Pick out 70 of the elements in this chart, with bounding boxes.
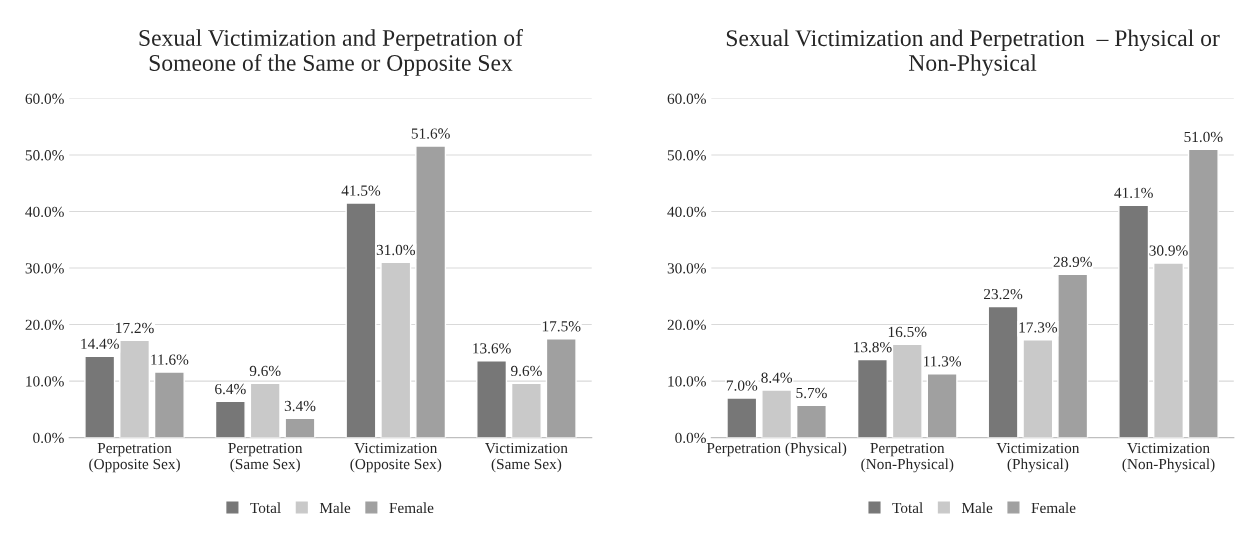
data-label: 17.3% xyxy=(1019,322,1058,333)
data-label: 13.6% xyxy=(473,343,511,354)
x-tick-label: Perpetration (Same Sex) xyxy=(228,442,303,473)
bar xyxy=(84,355,116,438)
x-tick-label: Victimization (Same Sex) xyxy=(485,442,568,473)
x-tick-label: Perpetration (Physical) xyxy=(706,442,847,457)
y-tick-label: 20.0% xyxy=(667,319,706,331)
data-label: 51.6% xyxy=(411,128,450,139)
data-label: 9.6% xyxy=(511,365,542,377)
bar xyxy=(926,373,958,438)
x-tick-label: Victimization (Non-Physical) xyxy=(1122,442,1215,473)
legend-label: Male xyxy=(319,502,351,514)
data-label: 41.1% xyxy=(1114,187,1153,199)
y-tick-label: 10.0% xyxy=(26,376,64,387)
data-label: 9.6% xyxy=(249,365,281,377)
y-tick-label: 0.0% xyxy=(33,432,64,444)
bar xyxy=(726,397,758,438)
data-label: 31.0% xyxy=(376,244,416,256)
chart-title: Sexual Victimization and Perpetration of Someone of the Same or Opposite Sex xyxy=(139,29,523,76)
bar xyxy=(510,382,542,438)
x-tick-label: Victimization (Opposite Sex) xyxy=(350,442,442,473)
y-tick-label: 60.0% xyxy=(25,93,64,104)
legend-label: Total xyxy=(250,502,281,514)
legend-label: Total xyxy=(892,502,923,514)
data-label: 51.0% xyxy=(1184,131,1223,143)
data-label: 5.7% xyxy=(796,387,827,399)
data-label: 7.0% xyxy=(726,380,758,391)
bar xyxy=(795,404,827,438)
x-tick-label: Perpetration (Opposite Sex) xyxy=(89,442,180,473)
bar xyxy=(545,337,577,438)
bar xyxy=(380,261,412,438)
data-label: 3.4% xyxy=(284,400,316,412)
y-tick-label: 60.0% xyxy=(667,93,706,104)
y-tick-label: 40.0% xyxy=(667,206,706,218)
legend-label: Female xyxy=(389,502,434,514)
bar xyxy=(153,371,185,438)
bar xyxy=(1118,204,1150,438)
legend-label: Male xyxy=(961,502,993,514)
data-label: 6.4% xyxy=(215,383,246,395)
data-label: 23.2% xyxy=(984,288,1023,300)
y-tick-label: 30.0% xyxy=(25,263,64,274)
y-tick-label: 30.0% xyxy=(667,263,706,274)
data-label: 14.4% xyxy=(81,338,119,349)
data-label: 17.2% xyxy=(116,322,154,334)
bar xyxy=(1187,148,1219,438)
data-label: 8.4% xyxy=(761,372,793,383)
bar xyxy=(1153,262,1185,438)
bar xyxy=(891,343,923,438)
data-label: 30.9% xyxy=(1149,245,1188,256)
x-tick-label: Perpetration (Non-Physical) xyxy=(861,442,954,473)
y-tick-label: 20.0% xyxy=(25,319,64,331)
data-label: 17.5% xyxy=(542,321,581,332)
legend-label: Female xyxy=(1031,502,1076,514)
data-label: 16.5% xyxy=(888,326,927,338)
data-label: 13.8% xyxy=(854,342,892,353)
chart-title: Sexual Victimization and Perpetration – Physical or Non-Physical xyxy=(726,29,1220,76)
x-tick-label: Victimization (Physical) xyxy=(996,442,1080,473)
bar xyxy=(476,360,508,438)
y-tick-label: 10.0% xyxy=(668,376,706,387)
bar xyxy=(284,417,316,438)
bar xyxy=(249,382,281,438)
data-label: 11.6% xyxy=(151,354,189,365)
data-label: 41.5% xyxy=(341,185,381,196)
y-tick-label: 50.0% xyxy=(25,150,64,161)
y-tick-label: 40.0% xyxy=(25,206,64,218)
bar xyxy=(761,389,793,438)
data-label: 11.3% xyxy=(924,356,962,367)
y-tick-label: 0.0% xyxy=(675,432,706,444)
y-tick-label: 50.0% xyxy=(667,150,706,161)
data-label: 28.9% xyxy=(1053,256,1092,268)
